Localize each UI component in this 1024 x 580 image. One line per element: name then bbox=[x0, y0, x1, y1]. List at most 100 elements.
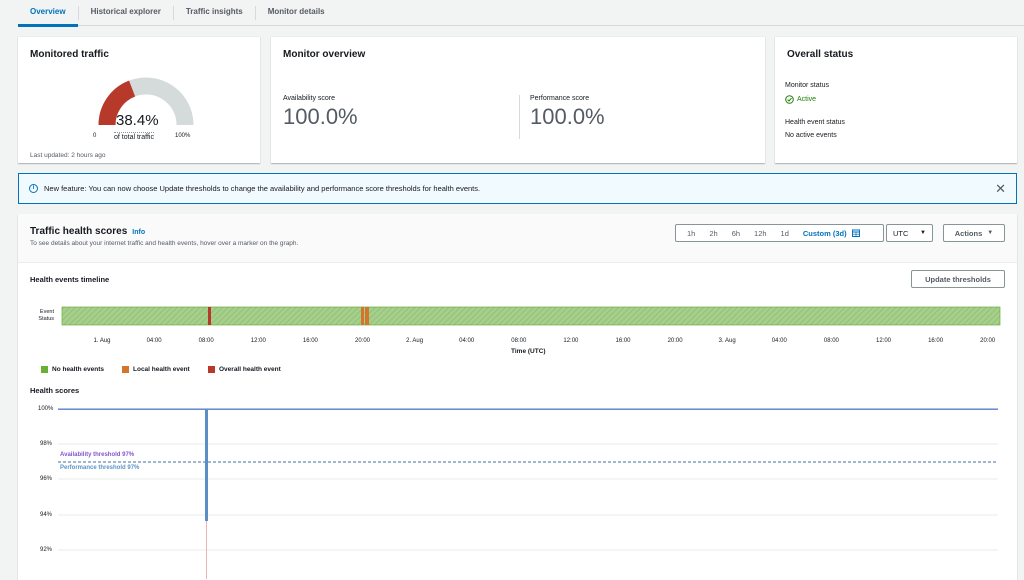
traffic-gauge bbox=[98, 77, 194, 126]
legend-swatch bbox=[208, 366, 215, 373]
panel-subtitle: To see details about your internet traff… bbox=[30, 240, 299, 247]
update-thresholds-button[interactable]: Update thresholds bbox=[911, 270, 1005, 288]
overall-status-card: Overall status Monitor status Active Hea… bbox=[775, 36, 1017, 163]
card-title: Monitored traffic bbox=[30, 49, 109, 60]
x-tick-label: 08:00 bbox=[511, 338, 527, 344]
info-link[interactable]: Info bbox=[132, 229, 146, 236]
monitored-traffic-card: Monitored traffic 38.4% of total traffic… bbox=[18, 36, 260, 163]
monitor-status-value: Active bbox=[797, 96, 817, 103]
score-divider bbox=[519, 95, 520, 139]
tab-divider bbox=[172, 5, 174, 20]
x-axis-title: Time (UTC) bbox=[511, 348, 546, 355]
monitor-status-label: Monitor status bbox=[785, 82, 829, 89]
caret-down-icon: ▼ bbox=[987, 230, 994, 236]
close-icon[interactable]: ✕ bbox=[995, 180, 1006, 196]
health-event-status-label: Health event status bbox=[785, 119, 845, 126]
legend-swatch bbox=[41, 366, 48, 373]
timeline-title: Health events timeline bbox=[30, 275, 110, 284]
x-tick-label: 12:00 bbox=[563, 338, 579, 344]
performance-threshold-label: Performance threshold 97% bbox=[60, 465, 140, 471]
availability-threshold-label: Availability threshold 97% bbox=[60, 452, 135, 458]
health-scores-title: Health scores bbox=[30, 386, 80, 395]
overall-health-event-marker[interactable] bbox=[208, 307, 211, 325]
monitor-status: Active bbox=[785, 95, 816, 104]
legend-label: No health events bbox=[52, 366, 105, 373]
x-tick-label: 3. Aug bbox=[718, 338, 736, 344]
traffic-health-panel: Traffic health scores Info To see detail… bbox=[18, 214, 1017, 580]
x-tick-label: 2. Aug bbox=[406, 338, 424, 344]
x-tick-label: 20:00 bbox=[980, 338, 996, 344]
performance-score-label: Performance score bbox=[530, 95, 590, 102]
monitor-overview-card: Monitor overview Availability score 100.… bbox=[271, 36, 765, 163]
tab-traffic-insights[interactable]: Traffic insights bbox=[185, 6, 243, 16]
last-updated: Last updated: 2 hours ago bbox=[30, 152, 106, 159]
gauge-max-label: 100% bbox=[175, 133, 191, 139]
x-tick-label: 08:00 bbox=[823, 338, 839, 344]
performance-score-value: 100.0% bbox=[530, 104, 605, 129]
local-health-event-marker[interactable] bbox=[361, 307, 364, 325]
time-range-selector: 1h 2h 6h 12h 1d Custom (3d) bbox=[675, 224, 884, 242]
legend-label: Local health event bbox=[133, 366, 190, 373]
local-health-event-marker[interactable] bbox=[365, 307, 369, 325]
range-6h[interactable]: 6h bbox=[731, 228, 741, 238]
legend-overall-health-event[interactable]: Overall health event bbox=[208, 366, 281, 373]
x-tick-label: 16:00 bbox=[615, 338, 631, 344]
caret-down-icon: ▼ bbox=[920, 230, 926, 236]
range-custom[interactable]: Custom (3d) bbox=[802, 228, 847, 238]
range-1d[interactable]: 1d bbox=[780, 228, 789, 238]
panel-header: Traffic health scores Info To see detail… bbox=[18, 214, 1017, 263]
gauge-caption: of total traffic bbox=[114, 132, 154, 141]
tab-divider bbox=[77, 5, 79, 20]
info-icon: i bbox=[29, 184, 38, 193]
y-tick-label: 98% bbox=[40, 441, 53, 447]
x-tick-label: 04:00 bbox=[459, 338, 475, 344]
card-title: Monitor overview bbox=[283, 49, 366, 60]
y-tick-label: 96% bbox=[40, 476, 53, 482]
x-tick-label: 20:00 bbox=[667, 338, 683, 344]
update-thresholds-label: Update thresholds bbox=[925, 274, 991, 284]
x-tick-label: 16:00 bbox=[302, 338, 318, 344]
range-12h[interactable]: 12h bbox=[754, 228, 767, 238]
gauge-min-label: 0 bbox=[93, 133, 97, 139]
actions-label: Actions bbox=[954, 228, 983, 238]
tab-bar: Overview Historical explorer Traffic ins… bbox=[18, 0, 1024, 27]
y-tick-label: 100% bbox=[38, 406, 54, 412]
range-2h[interactable]: 2h bbox=[709, 228, 718, 238]
actions-button[interactable]: Actions ▼ bbox=[943, 224, 1005, 242]
info-flashbar: i New feature: You can now choose Update… bbox=[18, 173, 1017, 204]
x-tick-label: 12:00 bbox=[875, 338, 892, 344]
calendar-icon[interactable] bbox=[851, 229, 860, 237]
health-events-timeline bbox=[61, 306, 1001, 326]
tab-historical-explorer[interactable]: Historical explorer bbox=[90, 6, 161, 16]
y-tick-label: 94% bbox=[40, 512, 53, 518]
x-tick-label: 20:00 bbox=[354, 338, 371, 344]
health-scores-chart bbox=[58, 408, 998, 579]
legend-label: Overall health event bbox=[219, 366, 281, 373]
gauge-fill bbox=[98, 80, 136, 126]
check-circle-icon bbox=[785, 95, 794, 104]
availability-score-label: Availability score bbox=[283, 95, 336, 102]
card-title: Overall status bbox=[787, 49, 854, 60]
x-tick-label: 04:00 bbox=[146, 338, 162, 344]
x-tick-label: 1. Aug bbox=[93, 338, 111, 344]
range-1h[interactable]: 1h bbox=[687, 228, 696, 238]
tab-divider bbox=[254, 5, 256, 20]
x-tick-label: 08:00 bbox=[198, 338, 214, 344]
timezone-value: UTC bbox=[893, 228, 909, 238]
health-event-status-value: No active events bbox=[785, 132, 837, 139]
tab-monitor-details[interactable]: Monitor details bbox=[267, 6, 325, 16]
gauge-percent: 38.4% bbox=[116, 112, 159, 129]
panel-title: Traffic health scores bbox=[30, 226, 128, 237]
performance-score-dip[interactable] bbox=[205, 409, 208, 521]
x-tick-label: 04:00 bbox=[771, 338, 787, 344]
tab-overview[interactable]: Overview bbox=[18, 0, 78, 27]
legend-swatch bbox=[122, 366, 129, 373]
legend-no-health-events[interactable]: No health events bbox=[41, 366, 104, 373]
legend-local-health-event[interactable]: Local health event bbox=[122, 366, 190, 373]
availability-score-value: 100.0% bbox=[283, 104, 358, 129]
x-tick-label: 16:00 bbox=[928, 338, 944, 344]
timezone-select[interactable]: UTC ▼ bbox=[886, 224, 933, 242]
event-status-label: Event Status bbox=[38, 309, 54, 322]
flash-message: New feature: You can now choose Update t… bbox=[44, 184, 481, 193]
no-health-events-band bbox=[61, 306, 1001, 326]
